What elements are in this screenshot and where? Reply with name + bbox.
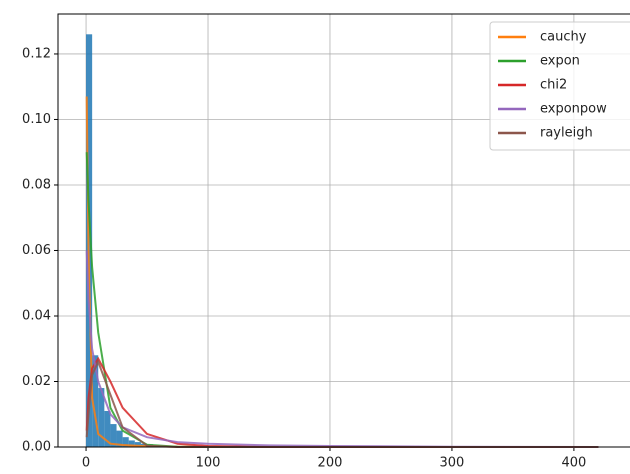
x-tick-label: 100 [196, 456, 221, 471]
page: {"chart_data": {"type": "hist", "bins": … [0, 0, 630, 474]
legend-label: exponpow [540, 102, 607, 117]
y-tick-label: 0.12 [22, 46, 51, 61]
series-line [87, 359, 599, 447]
x-tick-label: 300 [440, 456, 465, 471]
y-tick-label: 0.04 [22, 308, 51, 323]
series-line [87, 362, 599, 447]
x-tick-label: 0 [82, 456, 90, 471]
legend-label: cauchy [540, 30, 587, 45]
y-tick-label: 0.08 [22, 177, 51, 192]
x-tick-label: 200 [318, 456, 343, 471]
y-tick-label: 0.02 [22, 374, 51, 389]
legend-label: chi2 [540, 78, 567, 93]
x-tick-label: 400 [561, 456, 586, 471]
y-tick-label: 0.10 [22, 112, 51, 127]
y-tick-label: 0.06 [22, 243, 51, 258]
chart: 0.00 0.02 0.04 0.06 0.08 0.10 0.12 0 100 200 300 40… [0, 0, 630, 474]
legend: cauchy expon chi2 exponpow rayleigh [490, 22, 630, 150]
series-line [87, 251, 599, 448]
series-line [87, 152, 599, 447]
legend-label: expon [540, 54, 580, 69]
y-tick-label: 0.00 [22, 440, 51, 455]
legend-label: rayleigh [540, 126, 593, 141]
